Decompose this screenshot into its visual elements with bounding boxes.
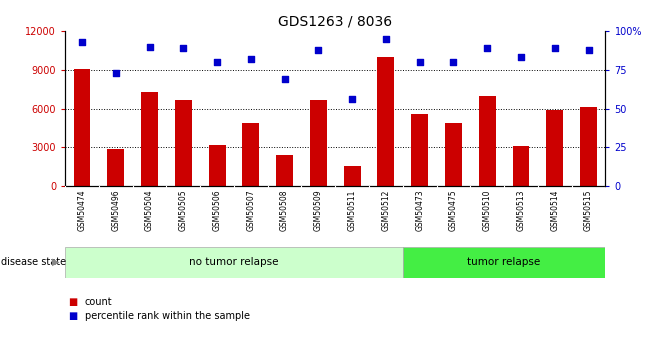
Text: GSM50506: GSM50506 <box>213 189 221 231</box>
Text: GSM50474: GSM50474 <box>77 189 87 231</box>
Text: GSM50505: GSM50505 <box>179 189 187 231</box>
Text: count: count <box>85 297 112 307</box>
Text: disease state: disease state <box>1 257 66 267</box>
Point <box>583 47 594 52</box>
Bar <box>107 149 124 186</box>
Bar <box>208 145 225 186</box>
Text: GSM50473: GSM50473 <box>415 189 424 231</box>
Point <box>381 36 391 42</box>
Text: no tumor relapse: no tumor relapse <box>189 257 279 267</box>
Point <box>482 45 492 51</box>
Bar <box>546 110 563 186</box>
Point <box>145 44 155 49</box>
Bar <box>65 247 403 278</box>
Bar <box>445 123 462 186</box>
Point <box>549 45 560 51</box>
Bar <box>276 155 293 186</box>
Point <box>516 55 526 60</box>
Text: ■: ■ <box>68 297 77 307</box>
Text: ▶: ▶ <box>51 257 59 267</box>
Bar <box>344 166 361 186</box>
Text: tumor relapse: tumor relapse <box>467 257 541 267</box>
Point <box>313 47 324 52</box>
Bar <box>310 100 327 186</box>
Bar <box>378 57 395 186</box>
Bar <box>175 100 192 186</box>
Text: GSM50508: GSM50508 <box>280 189 289 231</box>
Text: percentile rank within the sample: percentile rank within the sample <box>85 311 249 321</box>
Bar <box>242 123 259 186</box>
Point <box>279 77 290 82</box>
Text: GSM50512: GSM50512 <box>381 189 391 231</box>
Text: GSM50504: GSM50504 <box>145 189 154 231</box>
Text: ■: ■ <box>68 311 77 321</box>
Text: GSM50507: GSM50507 <box>246 189 255 231</box>
Bar <box>403 247 605 278</box>
Point <box>111 70 121 76</box>
Bar <box>74 69 90 186</box>
Text: GSM50510: GSM50510 <box>483 189 492 231</box>
Text: GSM50513: GSM50513 <box>516 189 525 231</box>
Bar <box>141 92 158 186</box>
Bar <box>512 146 529 186</box>
Text: GSM50515: GSM50515 <box>584 189 593 231</box>
Point <box>245 56 256 62</box>
Point <box>415 59 425 65</box>
Text: GSM50496: GSM50496 <box>111 189 120 231</box>
Bar <box>580 107 597 186</box>
Text: GSM50475: GSM50475 <box>449 189 458 231</box>
Point <box>77 39 87 45</box>
Point <box>347 97 357 102</box>
Text: GSM50514: GSM50514 <box>550 189 559 231</box>
Point <box>449 59 459 65</box>
Text: GSM50511: GSM50511 <box>348 189 357 231</box>
Text: GSM50509: GSM50509 <box>314 189 323 231</box>
Bar <box>411 114 428 186</box>
Point <box>212 59 222 65</box>
Point <box>178 45 189 51</box>
Title: GDS1263 / 8036: GDS1263 / 8036 <box>278 14 393 29</box>
Bar <box>478 96 495 186</box>
